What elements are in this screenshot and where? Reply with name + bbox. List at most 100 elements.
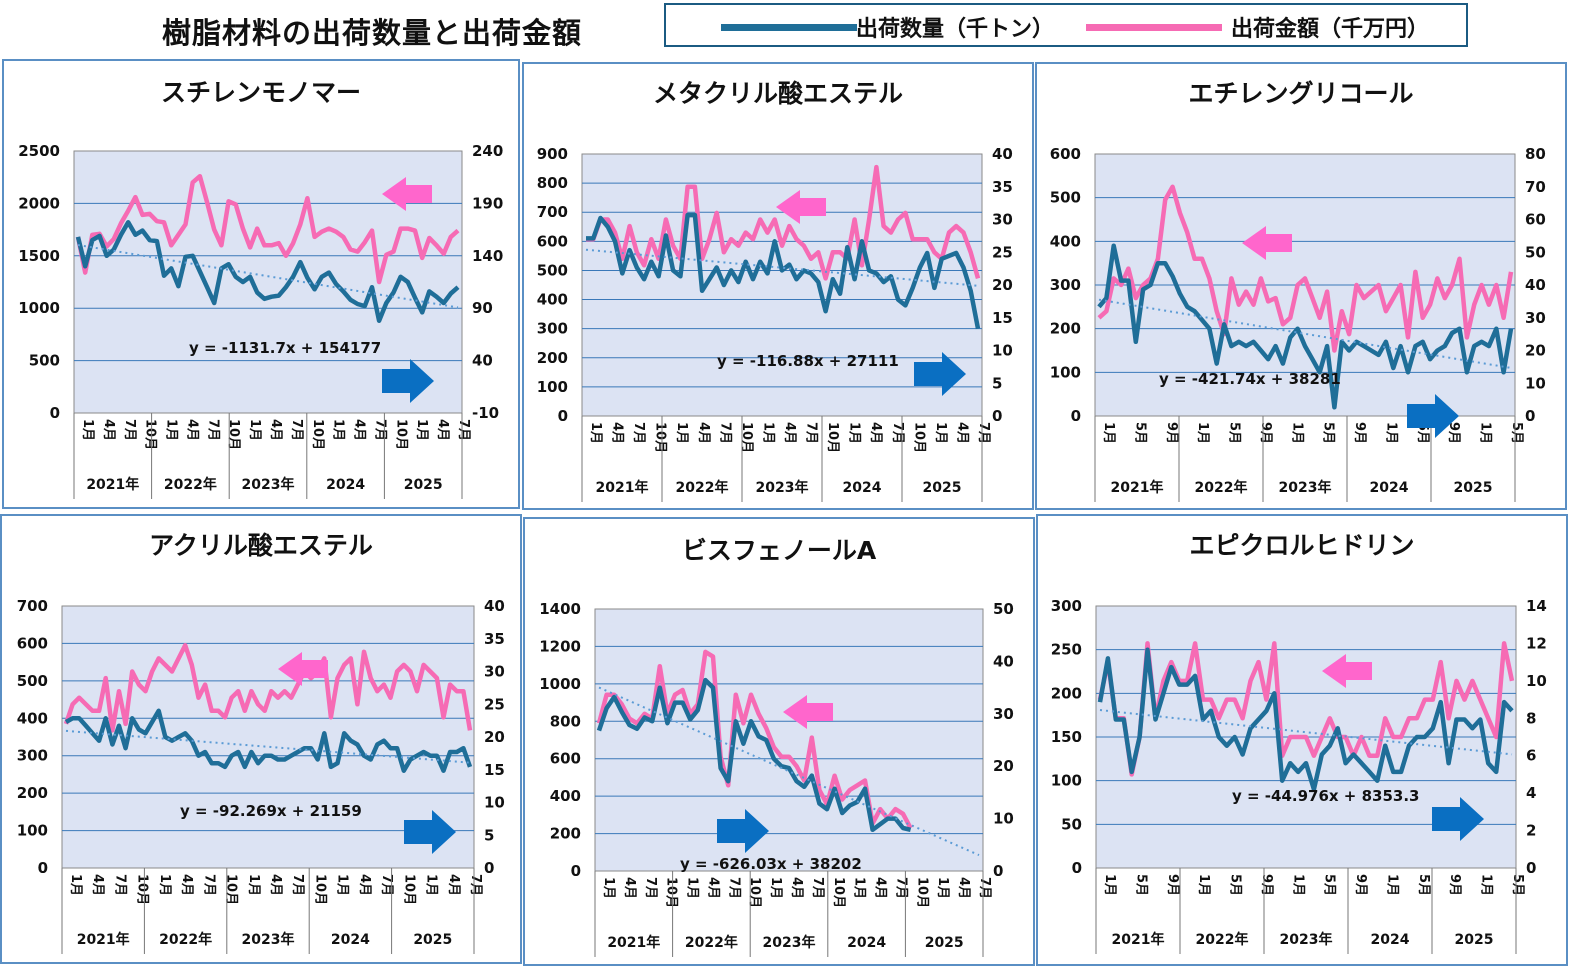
month-tick-label: 5月 [1509,422,1524,444]
right-tick-label: 30 [1525,309,1546,327]
chart-panel-styrene-monomer: スチレンモノマー 2500 2000 1500 1000 500 0 240 190 140 90 4… [2,59,520,509]
year-label: 2025 [1454,480,1493,496]
left-tick-label: 900 [537,145,568,163]
left-tick-label: 0 [50,404,60,422]
month-tick-label: 5月 [1510,874,1525,896]
amount-series-line [63,643,473,733]
chart-title: メタクリル酸エステル [653,79,903,108]
right-tick-label: 20 [992,276,1013,294]
month-tick-label: 7月 [977,877,992,899]
month-tick-label: 7月 [456,419,471,441]
month-tick-label: 4月 [954,422,969,444]
month-tick-label: 1月 [935,877,950,899]
right-tick-label: 50 [1525,243,1546,261]
month-tick-label: 10月 [143,419,158,450]
year-label: 2024 [1370,480,1409,496]
volume-series-line [75,220,460,324]
right-tick-label: 20 [1525,342,1546,360]
chart-title: スチレンモノマー [161,78,361,107]
month-tick-label: 4月 [357,874,372,896]
month-tick-label: 1月 [80,419,95,441]
month-tick-label: 1月 [157,874,172,896]
right-tick-label: -10 [472,404,499,422]
month-tick-label: 7月 [717,422,732,444]
left-tick-label: 300 [1050,276,1081,294]
right-tick-label: 0 [484,859,494,877]
left-tick-label: 400 [17,709,48,727]
right-tick-label: 30 [484,663,505,681]
month-tick-label: 5月 [1133,874,1148,896]
left-tick-label: 700 [537,203,568,221]
month-tick-label: 4月 [352,419,367,441]
month-tick-label: 4月 [789,877,804,899]
left-tick-label: 1000 [539,675,581,693]
right-axis-arrow-icon [382,359,434,403]
month-tick-label: 7月 [468,874,483,896]
month-tick-label: 1月 [414,419,429,441]
month-tick-label: 1月 [1102,874,1117,896]
legend-volume-label: 出荷数量（千トン） [856,17,1055,42]
month-tick-label: 1月 [68,874,83,896]
right-tick-label: 0 [1525,407,1535,425]
month-tick-label: 10月 [312,874,327,905]
year-label: 2022年 [1196,931,1249,948]
right-tick-label: 40 [992,145,1013,163]
month-tick-label: 10月 [825,422,840,453]
left-tick-label: 700 [17,597,48,615]
year-label: 2023年 [242,931,295,948]
month-tick-label: 7月 [112,874,127,896]
month-tick-label: 5月 [1132,422,1147,444]
right-tick-label: 190 [472,194,503,212]
right-axis-arrow-icon [404,810,456,854]
left-tick-label: 150 [1051,728,1082,746]
left-tick-label: 200 [1050,320,1081,338]
month-tick-label: 9月 [1352,422,1367,444]
right-tick-label: 60 [1525,211,1546,229]
right-tick-label: 35 [484,630,505,648]
month-tick-label: 9月 [1258,422,1273,444]
month-tick-label: 1月 [164,419,179,441]
month-tick-label: 7月 [379,874,394,896]
volume-series-line [64,708,473,773]
month-tick-label: 1月 [424,874,439,896]
month-tick-label: 9月 [1447,874,1462,896]
trendline [77,244,459,309]
month-tick-label: 5月 [1228,874,1243,896]
legend-amount-swatch [1086,24,1222,31]
left-tick-label: 250 [1051,641,1082,659]
left-tick-label: 0 [1072,859,1082,877]
right-tick-label: 5 [992,374,1002,392]
month-tick-label: 1月 [674,422,689,444]
right-tick-label: 0 [993,862,1003,880]
month-tick-label: 1月 [335,874,350,896]
year-label: 2021年 [1112,931,1165,948]
month-tick-label: 10月 [653,422,668,453]
month-tick-label: 7月 [205,419,220,441]
month-tick-label: 7月 [201,874,216,896]
left-tick-label: 2500 [18,142,60,160]
left-tick-label: 500 [1050,189,1081,207]
amount-series-line [1097,184,1514,353]
right-tick-label: 40 [484,597,505,615]
month-tick-label: 4月 [435,419,450,441]
trend-equation: y = -92.269x + 21159 [180,802,362,820]
month-tick-label: 7月 [893,877,908,899]
month-tick-label: 4月 [868,422,883,444]
left-tick-label: 500 [537,261,568,279]
month-tick-label: 5月 [1227,422,1242,444]
month-tick-label: 4月 [184,419,199,441]
month-tick-label: 9月 [1259,874,1274,896]
left-tick-label: 100 [537,378,568,396]
year-label: 2024 [331,932,370,948]
year-label: 2023年 [1280,931,1333,948]
left-tick-label: 500 [29,352,60,370]
month-tick-label: 5月 [1322,874,1337,896]
month-tick-label: 4月 [179,874,194,896]
year-label: 2021年 [77,931,130,948]
left-tick-label: 600 [1050,145,1081,163]
volume-series-line [586,212,981,330]
right-tick-label: 10 [484,794,505,812]
month-tick-label: 4月 [696,422,711,444]
month-tick-label: 7月 [810,877,825,899]
year-label: 2025 [404,477,443,493]
